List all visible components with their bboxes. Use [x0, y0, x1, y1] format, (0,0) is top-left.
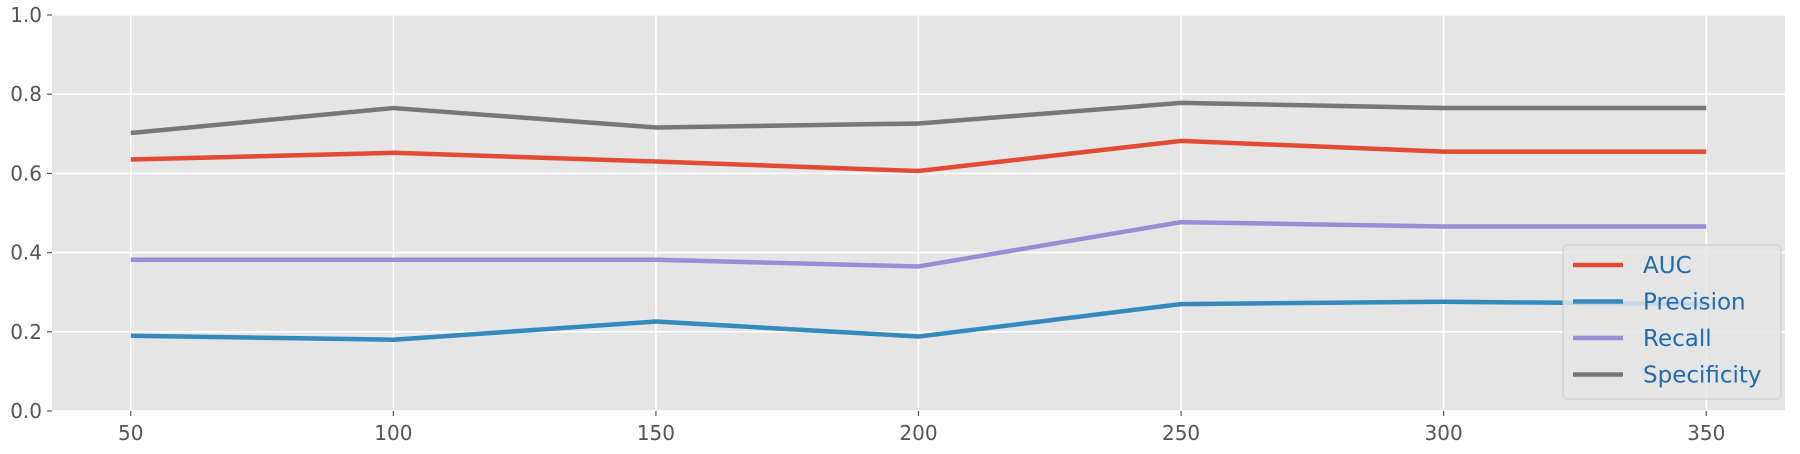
y-tick-label: 0.8	[10, 82, 42, 106]
y-axis-ticks: 0.0 0.2 0.4 0.6 0.8 1.0	[10, 3, 52, 423]
legend-label-precision: Precision	[1643, 290, 1746, 316]
series-line-precision	[130, 299, 1707, 342]
series-lines	[130, 100, 1707, 342]
y-tick-label: 0.4	[10, 241, 42, 265]
x-tick-label: 300	[1425, 421, 1463, 445]
y-tick-label: 1.0	[10, 3, 42, 27]
legend-label-recall: Recall	[1643, 326, 1712, 352]
legend-box	[1562, 244, 1782, 400]
y-tick-label: 0.2	[10, 320, 42, 344]
x-tick-label: 50	[118, 421, 143, 445]
x-tick-label: 100	[374, 421, 412, 445]
x-tick-label: 350	[1687, 421, 1725, 445]
x-tick-label: 250	[1162, 421, 1200, 445]
y-tick-label: 0.6	[10, 161, 42, 185]
series-line-auc	[130, 138, 1707, 174]
y-tick-label: 0.0	[10, 399, 42, 423]
legend-label-auc: AUC	[1643, 253, 1692, 279]
x-tick-label: 200	[899, 421, 937, 445]
series-line-specificity	[130, 100, 1707, 136]
legend-label-specificity: Specificity	[1643, 363, 1762, 389]
x-tick-label: 150	[637, 421, 675, 445]
legend: AUC Precision Recall Specificity	[1562, 244, 1782, 400]
x-axis-ticks: 50 100 150 200 250 300 350	[118, 411, 1725, 445]
grid	[52, 14, 1785, 412]
series-line-recall	[130, 219, 1707, 269]
